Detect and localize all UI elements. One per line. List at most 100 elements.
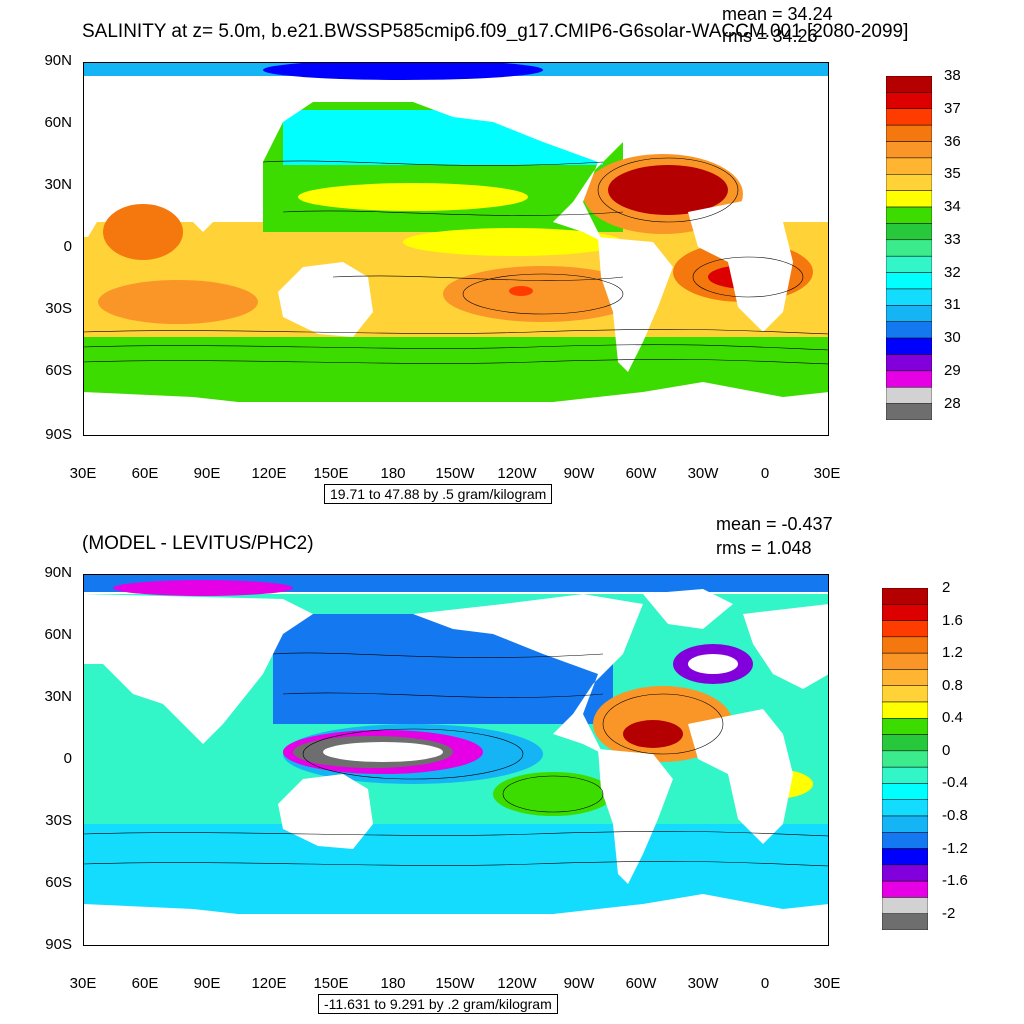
colorbar-swatch: [882, 913, 928, 930]
north-atlantic-red: [623, 720, 683, 748]
contour-info-box: 19.71 to 47.88 by .5 gram/kilogram: [324, 484, 553, 504]
arabian-sea: [103, 204, 183, 260]
arctic-magenta: [113, 580, 293, 596]
colorbar-swatch: [886, 206, 932, 224]
rms-label: rms = 34.26: [722, 26, 818, 46]
colorbar-swatch: [882, 897, 928, 914]
colorbar-label: 31: [944, 296, 961, 314]
colorbar-swatch: [882, 685, 928, 703]
australia-land: [278, 262, 373, 337]
y-tick-label: 90N: [44, 564, 72, 581]
x-tick-label: 150W: [435, 465, 475, 482]
colorbar-label: 33: [944, 230, 961, 248]
colorbar-swatch: [882, 880, 928, 898]
colorbar-swatch: [886, 272, 932, 290]
colorbar-swatch: [882, 604, 928, 621]
north-pacific-yellow: [298, 183, 528, 211]
colorbar-swatch: [882, 815, 928, 833]
colorbar-swatch: [886, 141, 932, 159]
colorbar-label: 32: [944, 263, 961, 281]
x-tick-label: 150E: [313, 465, 349, 482]
colorbar-swatch: [886, 370, 932, 388]
north-atlantic-max: [608, 165, 728, 215]
colorbar-label: 0.4: [942, 709, 963, 727]
x-tick-label: 180: [380, 465, 406, 482]
difference-panel: mean = -0.437 rms = 1.048 (MODEL - LEVIT…: [0, 512, 1024, 1024]
plot-title: SALINITY at z= 5.0m, b.e21.BWSSP585cmip6…: [82, 21, 909, 42]
colorbar-swatch: [886, 386, 932, 404]
x-tick-label: 0: [760, 465, 770, 482]
y-tick-label: 30N: [44, 176, 72, 193]
greenland-land: [643, 77, 733, 117]
y-tick-label: 30S: [45, 300, 72, 317]
north-america-land: [413, 594, 643, 754]
asia-land: [83, 594, 313, 744]
colorbar-label: 1.2: [942, 644, 963, 662]
colorbar-swatch: [886, 403, 932, 420]
colorbar-swatch: [882, 799, 928, 817]
y-tick-label: 60N: [44, 626, 72, 643]
x-tick-label: 30E: [69, 465, 97, 482]
x-tick-label: 0: [760, 975, 770, 992]
colorbar-label: 34: [944, 198, 961, 216]
y-tick-label: 0: [63, 750, 72, 767]
south-pacific-orange: [443, 266, 643, 322]
arctic-fresh: [263, 62, 543, 80]
colorbar-swatch: [886, 124, 932, 142]
colorbar-label: 2: [942, 579, 951, 596]
y-tick-label: 60S: [45, 874, 72, 891]
equatorial-yellow: [403, 228, 623, 256]
africa-land: [83, 157, 123, 237]
colorbar-swatch: [882, 783, 928, 800]
europe-land: [743, 604, 829, 689]
difference-map: [83, 574, 829, 946]
equatorial-pacific-light: [323, 742, 443, 762]
salinity-panel: mean = 34.24 rms = 34.26 SALINITY at z= …: [44, 4, 961, 504]
x-tick-label: 60W: [625, 465, 657, 482]
colorbar-swatch: [882, 750, 928, 768]
colorbar-swatch: [886, 255, 932, 273]
plot-title: (MODEL - LEVITUS/PHC2): [82, 533, 314, 554]
greenland-land: [643, 589, 733, 629]
mean-label: mean = 34.24: [722, 4, 833, 24]
colorbar-swatch: [882, 620, 928, 638]
y-tick-label: 0: [63, 238, 72, 255]
colorbar-swatch: [886, 288, 932, 306]
x-tick-label: 30E: [813, 465, 841, 482]
colorbar: [886, 76, 932, 420]
colorbar-swatch: [886, 174, 932, 191]
colorbar-swatch: [886, 305, 932, 322]
contour-lines: [83, 157, 829, 365]
africa-main-land: [688, 197, 793, 332]
colorbar-label: -0.8: [942, 807, 968, 824]
colorbar-label: 30: [944, 329, 961, 347]
map-frame: [83, 574, 829, 946]
x-tick-label: 30W: [687, 975, 719, 992]
colorbar-label: -1.6: [942, 872, 968, 890]
australia-land: [278, 774, 373, 849]
south-america-land: [598, 237, 673, 372]
x-tick-label: 120W: [497, 975, 537, 992]
north-america-land: [413, 82, 643, 242]
x-tick-label: 90W: [563, 465, 595, 482]
colorbar-label: 36: [944, 132, 961, 150]
colorbar-swatch: [882, 734, 928, 752]
y-tick-label: 90S: [45, 426, 72, 443]
contour-lines: [83, 652, 829, 867]
map-frame: [83, 62, 829, 436]
south-pacific-max: [509, 286, 533, 296]
antarctica-land: [83, 382, 829, 436]
x-tick-label: 150E: [313, 975, 349, 992]
colorbar-label: 0.8: [942, 676, 963, 694]
colorbar-swatch: [882, 848, 928, 866]
mean-label: mean = -0.437: [716, 514, 833, 534]
x-tick-label: 30W: [687, 465, 719, 482]
colorbar-label: 1.6: [942, 611, 963, 629]
south-pacific-green: [493, 772, 613, 816]
x-tick-label: 180: [380, 975, 406, 992]
x-tick-label: 30E: [69, 975, 97, 992]
y-tick-label: 60N: [44, 114, 72, 131]
colorbar-label: 28: [944, 394, 961, 412]
x-tick-label: 90E: [193, 465, 221, 482]
africa-main-land: [688, 709, 793, 844]
